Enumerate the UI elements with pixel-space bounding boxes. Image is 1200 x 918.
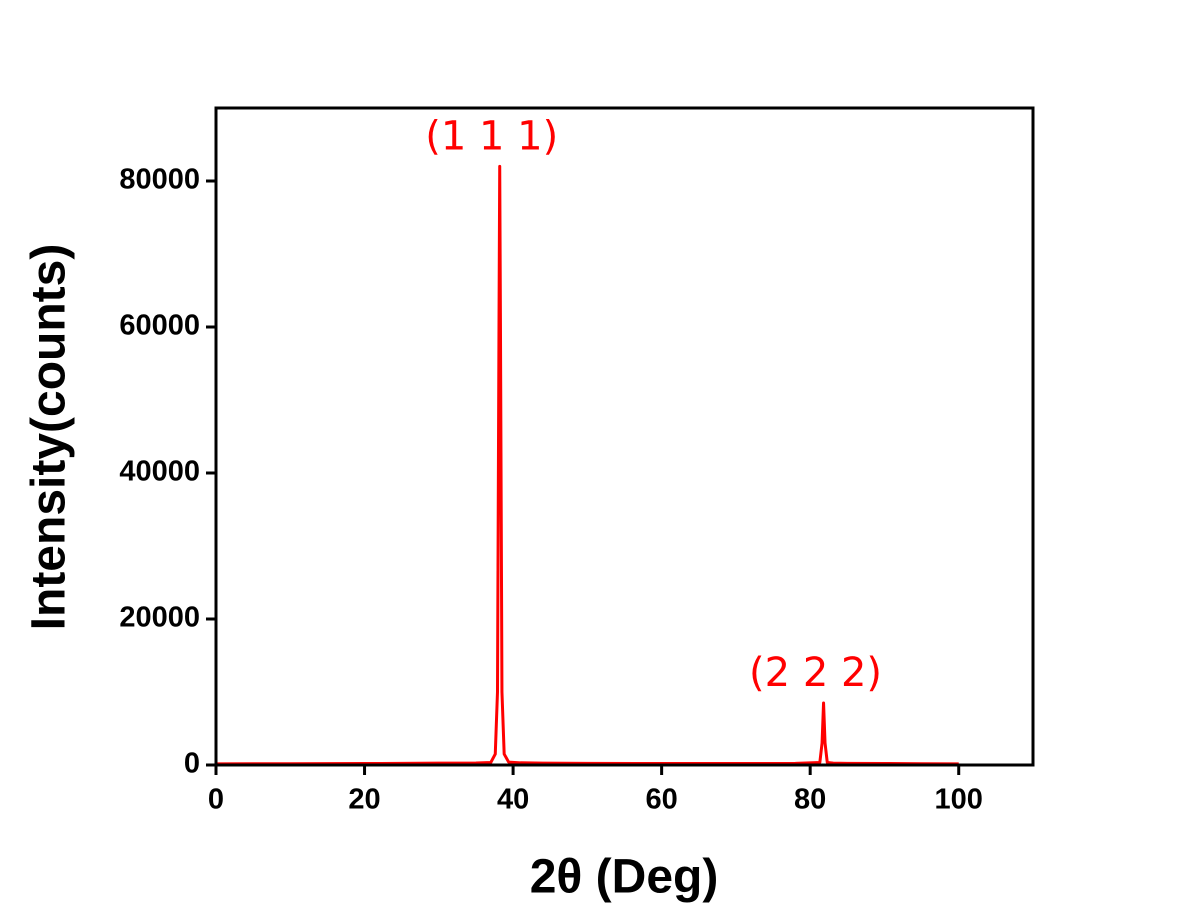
y-axis-title: Intensity(counts)	[23, 244, 76, 631]
y-tick-label: 40000	[119, 456, 200, 488]
y-tick-label: 80000	[119, 164, 200, 196]
x-axis-title: 2θ (Deg)	[530, 851, 719, 904]
x-tick-label: 20	[348, 784, 380, 816]
y-tick-label: 0	[184, 748, 200, 780]
y-tick-label: 60000	[119, 310, 200, 342]
annotation: (2 2 2)	[749, 650, 882, 696]
y-tick-label: 20000	[119, 602, 200, 634]
x-tick-label: 40	[497, 784, 529, 816]
annotation: (1 1 1)	[425, 113, 558, 159]
plot-frame	[214, 106, 1035, 767]
x-tick-label: 0	[208, 784, 224, 816]
x-tick-label: 60	[646, 784, 678, 816]
x-tick-label: 80	[794, 784, 826, 816]
x-tick-label: 100	[935, 784, 983, 816]
data-line	[215, 164, 959, 766]
